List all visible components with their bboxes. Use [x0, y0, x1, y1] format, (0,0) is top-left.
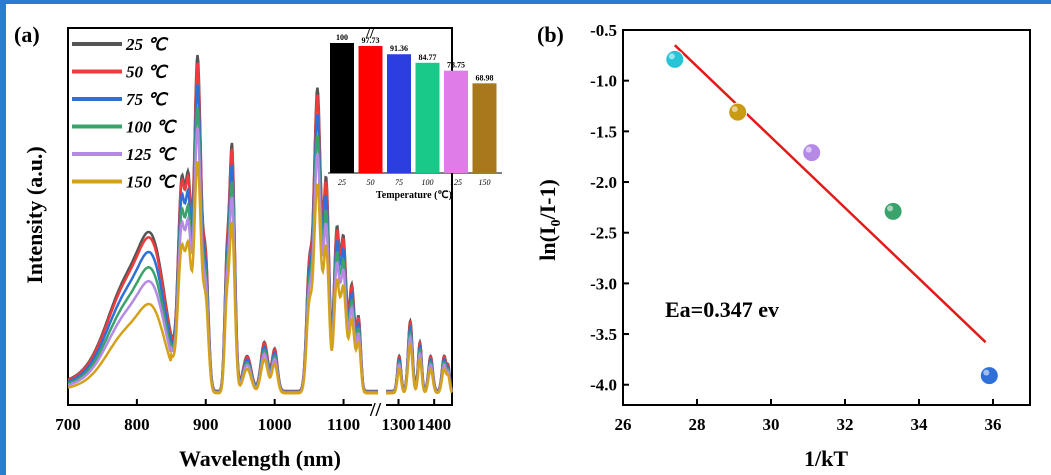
x-tick-label-a: 800 [124, 415, 150, 434]
inset-value-label: 97.73 [362, 36, 380, 45]
panel-a: (a) // 700 800 900 1000 1100 1300 1400 Wavelen… [14, 22, 502, 471]
x-axis-break-gap [372, 398, 386, 410]
ea-annotation: Ea=0.347 ev [665, 297, 779, 322]
inset-value-label: 100 [336, 33, 348, 42]
inset-bar-chart: Temperature (℃) 100 25 97.73 50 91.36 75 84.77… [328, 27, 502, 201]
y-tick-label-b: -2.5 [590, 224, 617, 243]
inset-bar [387, 54, 411, 174]
x-tick-label-a: 1100 [327, 415, 360, 434]
y-tick-label-b: -2.0 [590, 173, 617, 192]
inset-category-label: 125 [450, 178, 462, 187]
x-axis-label-b: 1/kT [804, 446, 848, 471]
legend-a: 25 ℃ 50 ℃ 75 ℃ 100 ℃ 125 ℃ 150 ℃ [72, 35, 178, 192]
panel-b: (b) 26 28 30 32 34 36 -0.5 -1.0 -1.5 -2.0 -2.5 -3.0… [535, 21, 1031, 471]
y-tick-label-b: -3.5 [590, 325, 617, 344]
inset-break-mark: // [365, 27, 375, 42]
data-point-highlight [805, 146, 812, 153]
inset-category-label: 75 [395, 178, 403, 187]
inset-value-label: 84.77 [419, 53, 437, 62]
data-point [979, 366, 999, 386]
y-axis-label-b: ln(I0/I-1) [535, 179, 564, 261]
plot-a-frame [67, 27, 453, 406]
inset-x-label: Temperature (℃) [376, 190, 452, 201]
panel-b-label: (b) [537, 22, 564, 47]
legend-label: 125 ℃ [126, 145, 178, 164]
data-point [665, 49, 685, 69]
data-point-highlight [668, 53, 675, 60]
x-tick-label-a: 1400 [417, 415, 451, 434]
inset-bar [358, 45, 383, 173]
scatter-points [665, 49, 999, 386]
inset-value-label: 78.75 [447, 61, 465, 70]
y-axis-label-a: Intensity (a.u.) [22, 146, 47, 284]
panel-a-label: (a) [14, 22, 40, 47]
x-ticks-a: 700 800 900 1000 1100 1300 1400 [55, 399, 451, 434]
x-tick-label-b: 32 [837, 415, 854, 434]
inset-value-label: 91.36 [390, 44, 408, 53]
y-tick-label-b: -0.5 [590, 21, 617, 40]
y-tick-label-b: -4.0 [590, 376, 617, 395]
x-tick-label-a: 1000 [258, 415, 292, 434]
x-tick-label-b: 26 [615, 415, 632, 434]
spectrum-line-150-left [67, 161, 378, 395]
data-point-highlight [983, 369, 990, 376]
x-tick-label-a: 900 [193, 415, 219, 434]
plot-b-frame [622, 29, 1031, 406]
y-tick-label-b: -1.5 [590, 122, 617, 141]
x-tick-label-a: 700 [55, 415, 81, 434]
y-tick-label-b: -3.0 [590, 274, 617, 293]
legend-label: 75 ℃ [126, 90, 169, 109]
data-point [883, 201, 903, 221]
ticks-b: 26 28 30 32 34 36 -0.5 -1.0 -1.5 -2.0 -2.5 -3.0 -3.5… [590, 21, 1001, 434]
inset-category-label: 100 [422, 178, 434, 187]
spectrum-line-150-right [386, 342, 453, 395]
inset-bar [415, 62, 440, 174]
legend-label: 50 ℃ [126, 63, 169, 82]
x-axis-label-a: Wavelength (nm) [179, 446, 341, 471]
spectra-series [67, 54, 454, 395]
data-point-highlight [887, 205, 894, 212]
fit-line [673, 44, 987, 344]
legend-label: 100 ℃ [126, 118, 178, 137]
data-point [728, 102, 748, 122]
inset-bar [472, 83, 497, 173]
inset-value-label: 68.98 [476, 73, 494, 82]
data-point [802, 143, 822, 163]
x-tick-label-b: 36 [985, 415, 1002, 434]
legend-label: 25 ℃ [125, 35, 169, 54]
x-axis-break-mark: // [369, 399, 382, 421]
inset-category-label: 150 [479, 178, 491, 187]
x-tick-label-b: 30 [763, 415, 780, 434]
x-tick-label-b: 28 [689, 415, 706, 434]
fit-line-group [673, 44, 987, 344]
inset-category-label: 50 [367, 178, 375, 187]
x-tick-label-a: 1300 [381, 415, 415, 434]
legend-label: 150 ℃ [126, 173, 178, 192]
inset-bar [330, 43, 354, 173]
x-tick-label-b: 34 [911, 415, 929, 434]
inset-bar [444, 70, 468, 173]
data-point-highlight [731, 106, 738, 113]
inset-category-label: 25 [338, 178, 346, 187]
y-tick-label-b: -1.0 [590, 72, 617, 91]
